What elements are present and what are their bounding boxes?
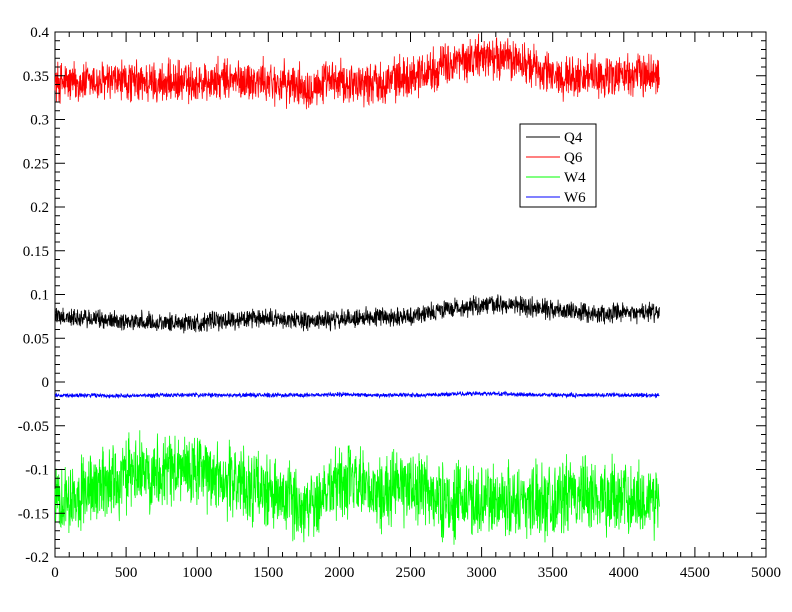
- y-tick-label: 0.15: [23, 244, 49, 260]
- legend-label-w4: W4: [564, 170, 586, 186]
- y-tick-label: 0.2: [30, 200, 49, 216]
- series-line-w4: [54, 430, 660, 545]
- series-line-q6: [54, 33, 660, 110]
- x-tick-label: 3000: [467, 565, 497, 581]
- y-tick-label: 0.3: [30, 113, 49, 129]
- series-layer: [54, 33, 660, 545]
- y-tick-label: 0.05: [23, 331, 49, 347]
- x-tick-label: 1500: [253, 565, 283, 581]
- x-tick-label: 3500: [538, 565, 568, 581]
- y-tick-label: -0.2: [25, 550, 49, 566]
- y-tick-label: 0.25: [23, 156, 49, 172]
- x-tick-label: 500: [115, 565, 138, 581]
- legend-label-q4: Q4: [564, 130, 583, 146]
- x-tick-label: 5000: [751, 565, 781, 581]
- legend-items: Q4 Q6 W4 W6: [526, 130, 586, 206]
- y-tick-label: 0.4: [30, 25, 49, 41]
- y-tick-label: -0.05: [18, 419, 49, 435]
- x-tick-label: 2500: [396, 565, 426, 581]
- y-tick-label: 0.1: [30, 288, 49, 304]
- series-line-q4: [54, 294, 660, 334]
- legend: Q4 Q6 W4 W6: [519, 123, 597, 208]
- x-tick-label: 0: [51, 565, 59, 581]
- y-tick-label: 0.35: [23, 69, 49, 85]
- y-tick-label: -0.1: [25, 463, 49, 479]
- axis-ticks: 0 500 1000 1500 2000 2500 3000 3500 4000 4500 5000…: [18, 25, 781, 581]
- legend-box: [519, 123, 597, 208]
- x-tick-label: 1000: [182, 565, 212, 581]
- legend-label-q6: Q6: [564, 150, 583, 166]
- series-line-w6: [54, 390, 660, 399]
- y-tick-label: -0.15: [18, 506, 49, 522]
- legend-label-w6: W6: [564, 190, 586, 206]
- x-tick-label: 2000: [324, 565, 354, 581]
- y-tick-label: 0: [42, 375, 50, 391]
- x-tick-label: 4000: [609, 565, 639, 581]
- x-tick-label: 4500: [680, 565, 710, 581]
